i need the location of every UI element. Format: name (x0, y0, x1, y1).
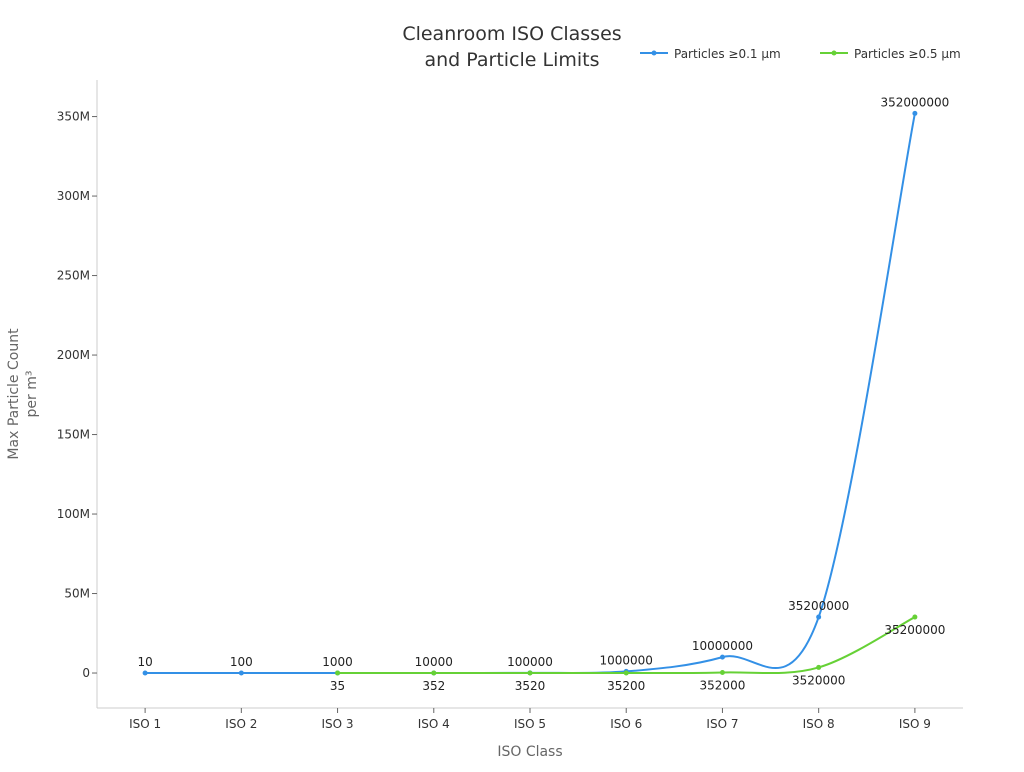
data-point (719, 654, 725, 660)
data-label: 10000 (415, 655, 453, 669)
data-point (912, 110, 918, 116)
data-point (142, 670, 148, 676)
y-tick-label: 350M (57, 110, 90, 124)
x-tick-label: ISO 3 (322, 717, 354, 731)
chart-title-line-1: Cleanroom ISO Classes (402, 23, 621, 45)
x-tick-label: ISO 9 (899, 717, 931, 731)
data-label: 100000 (507, 655, 553, 669)
data-point (816, 614, 822, 620)
y-tick-label: 0 (82, 666, 90, 680)
data-label: 35200000 (884, 623, 945, 637)
series-line-0 (145, 113, 916, 675)
legend-marker (831, 50, 837, 56)
data-point (719, 669, 725, 675)
data-label: 352 (422, 679, 445, 693)
x-tick-label: ISO 1 (129, 717, 161, 731)
data-label: 35 (330, 679, 345, 693)
data-label: 1000 (322, 655, 353, 669)
x-tick-label: ISO 6 (610, 717, 642, 731)
x-tick-label: ISO 8 (803, 717, 835, 731)
x-tick-label: ISO 2 (225, 717, 257, 731)
y-axis-label-line-1: Max Particle Count (6, 328, 22, 460)
data-label: 10000000 (692, 639, 753, 653)
x-tick-label: ISO 4 (418, 717, 450, 731)
data-label: 3520 (515, 679, 546, 693)
x-tick-label: ISO 5 (514, 717, 546, 731)
data-point (912, 614, 918, 620)
data-point (527, 670, 533, 676)
y-axis-label-line-2: per m³ (24, 371, 40, 418)
data-label: 100 (230, 655, 253, 669)
y-tick-label: 150M (57, 428, 90, 442)
chart-title-line-2: and Particle Limits (424, 49, 599, 71)
data-point (431, 670, 437, 676)
data-label: 352000000 (881, 95, 950, 109)
legend-marker (651, 50, 657, 56)
data-point (238, 670, 244, 676)
y-tick-label: 250M (57, 269, 90, 283)
data-label: 35200000 (788, 599, 849, 613)
data-label: 35200 (607, 679, 645, 693)
data-point (335, 670, 341, 676)
data-label: 3520000 (792, 673, 845, 687)
data-point (623, 670, 629, 676)
legend-label: Particles ≥0.5 µm (854, 47, 961, 61)
y-tick-label: 50M (64, 587, 90, 601)
data-point (816, 664, 822, 670)
x-axis-label: ISO Class (497, 744, 562, 760)
data-label: 1000000 (599, 653, 652, 667)
x-tick-label: ISO 7 (706, 717, 738, 731)
data-label: 352000 (700, 678, 746, 692)
legend-label: Particles ≥0.1 µm (674, 47, 781, 61)
y-tick-label: 100M (57, 507, 90, 521)
y-tick-label: 200M (57, 348, 90, 362)
data-label: 10 (137, 655, 152, 669)
y-tick-label: 300M (57, 189, 90, 203)
